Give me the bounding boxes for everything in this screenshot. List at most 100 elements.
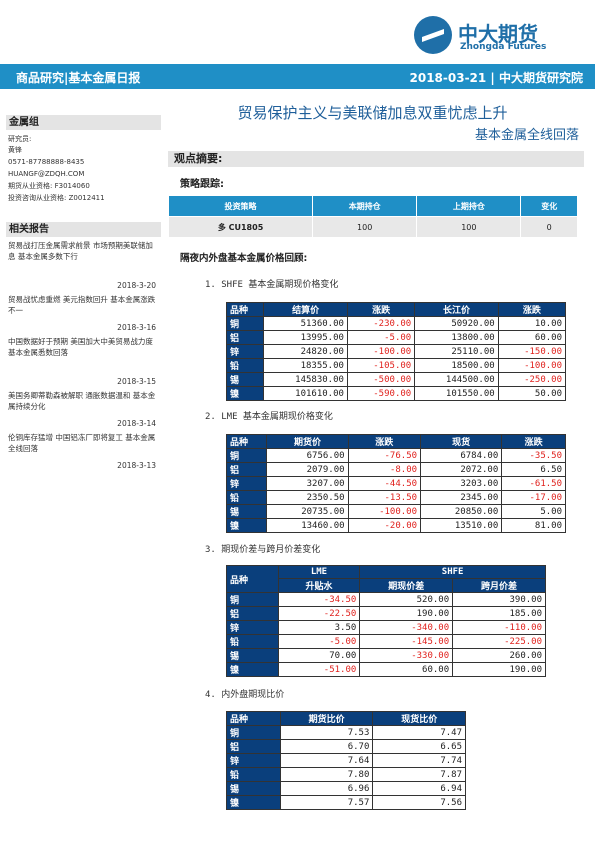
shfe-price-table: 品种 结算价 涨跌 长江价 涨跌铜 51360.00 -230.00 50920.00 10.0… — [225, 302, 567, 401]
researcher-label: 研究员: — [8, 135, 32, 143]
table-header-cell: 品种 — [225, 302, 265, 317]
table-cell: -17.00 — [501, 490, 566, 505]
table-cell: 520.00 — [359, 592, 454, 607]
table-row: 锌 3.50 -340.00 -110.00 — [226, 620, 546, 635]
metal-name-cell: 铜 — [225, 448, 268, 463]
related-report-link[interactable]: 伦铜库存猛增 中国铝冻厂即将复工 基本金属全线回落 — [8, 433, 156, 453]
metal-name-cell: 镍 — [226, 795, 281, 810]
header-bar: 商品研究|基本金属日报 2018-03-21 | 中大期货研究院 — [0, 64, 595, 89]
table-cell: -34.50 — [277, 592, 361, 607]
table-cell: 18500.00 — [414, 358, 499, 373]
table-cell: -105.00 — [346, 358, 416, 373]
table-cell: -150.00 — [497, 344, 567, 359]
researcher-phone: 0571-87788888-8435 — [8, 158, 85, 166]
license-futures: 期货从业资格: F3014060 — [8, 182, 90, 190]
table-cell: 6.96 — [279, 781, 374, 796]
table-cell: -110.00 — [452, 620, 546, 635]
table-cell: 190.00 — [452, 662, 546, 677]
table-cell: -20.00 — [347, 518, 422, 533]
table-cell: 6756.00 — [266, 448, 349, 463]
table-cell: -590.00 — [346, 386, 416, 401]
table-row: 铜 -34.50 520.00 390.00 — [226, 592, 546, 607]
table-cell: 13995.00 — [263, 330, 348, 345]
table-row: 锌 24820.00 -100.00 25110.00 -150.00 — [225, 344, 567, 359]
table-row: 镍 7.57 7.56 — [226, 795, 466, 810]
table-row: 铜 6756.00 -76.50 6784.00 -35.50 — [225, 448, 566, 463]
table-row: 镍 101610.00 -590.00 101550.00 50.00 — [225, 386, 567, 401]
metal-name-cell: 锡 — [225, 372, 265, 387]
related-report-link[interactable]: 美国务卿蒂勒森被解职 通胀数据温和 基本金属持续分化 — [8, 391, 156, 411]
table-cell: -22.50 — [277, 606, 361, 621]
table-group-header: SHFE — [359, 565, 546, 579]
metal-name-cell: 铜 — [226, 725, 281, 740]
table-header-cell: 变化 — [520, 195, 578, 217]
metal-name-cell: 锡 — [226, 781, 281, 796]
table-header-cell: 结算价 — [263, 302, 348, 317]
table-header-cell: 涨跌 — [501, 434, 566, 449]
table-cell: 7.47 — [372, 725, 466, 740]
table1-heading: 1. SHFE 基本金属期现价格变化 — [205, 280, 339, 290]
table-cell: -61.50 — [501, 476, 566, 491]
table-cell: -44.50 — [347, 476, 422, 491]
table-cell: -76.50 — [347, 448, 422, 463]
table3-heading: 3. 期现价差与跨月价差变化 — [205, 545, 321, 555]
table-header-cell: 期货价 — [266, 434, 349, 449]
related-report-link[interactable]: 贸易战忧虑重燃 美元指数回升 基本金属涨跌不一 — [8, 295, 156, 315]
table-row: 铜 7.53 7.47 — [226, 725, 466, 740]
table-header-cell: 品种 — [225, 434, 268, 449]
sidebar-group-title: 金属组 — [6, 115, 161, 130]
related-report-date: 2018-3-20 — [117, 281, 156, 290]
ratio-table: 品种 期货比价 现货比价铜 7.53 7.47 铝 6.70 6.65 锌 7.64 7.74 铅 7.… — [226, 711, 466, 810]
table-cell: 6.70 — [279, 739, 374, 754]
metal-name-cell: 铝 — [226, 606, 279, 621]
metal-name-cell: 锌 — [225, 476, 268, 491]
table-header-cell: 涨跌 — [347, 434, 422, 449]
table-cell: 0 — [520, 216, 578, 238]
table-row: 锌 7.64 7.74 — [226, 753, 466, 768]
table-row: 锡 6.96 6.94 — [226, 781, 466, 796]
table-cell: 13800.00 — [414, 330, 499, 345]
page-subtitle: 基本金属全线回落 — [474, 128, 579, 143]
related-report-date: 2018-3-16 — [117, 323, 156, 332]
table-row: 锌 3207.00 -44.50 3203.00 -61.50 — [225, 476, 566, 491]
metal-name-cell: 铅 — [226, 634, 279, 649]
table-cell: 7.64 — [279, 753, 374, 768]
table-cell: 190.00 — [359, 606, 454, 621]
table-cell: 390.00 — [452, 592, 546, 607]
table-cell: 多 CU1805 — [167, 216, 314, 238]
table-cell: -250.00 — [497, 372, 567, 387]
table-cell: 7.87 — [372, 767, 466, 782]
table-cell: 100 — [416, 216, 522, 238]
table-row: 铝 13995.00 -5.00 13800.00 60.00 — [225, 330, 567, 345]
table-cell: 6.65 — [372, 739, 466, 754]
report-category: 商品研究|基本金属日报 — [16, 71, 141, 85]
table-row: 镍 13460.00 -20.00 13510.00 81.00 — [225, 518, 566, 533]
researcher-email[interactable]: HUANGF@ZDQH.COM — [8, 170, 85, 178]
table-cell: -500.00 — [346, 372, 416, 387]
table-row: 多 CU1805 100 100 0 — [167, 216, 578, 238]
related-report-link[interactable]: 中国数据好于预期 美国加大中美贸易战力度 基本金属悉数回落 — [8, 337, 153, 357]
table-cell: -340.00 — [359, 620, 454, 635]
metal-name-cell: 铅 — [225, 358, 265, 373]
logo-mark-icon — [414, 16, 452, 54]
table-cell: 5.00 — [501, 504, 566, 519]
metal-name-cell: 锌 — [225, 344, 265, 359]
spread-table: 品种 LME SHFE 升贴水 期现价差 跨月价差 铜 -34.50 520.00 3… — [226, 565, 546, 677]
price-review-label: 隔夜内外盘基本金属价格回顾: — [180, 253, 308, 264]
table-header-row: 品种 结算价 涨跌 长江价 涨跌 — [225, 302, 567, 317]
table-cell: -5.00 — [277, 634, 361, 649]
table-cell: 144500.00 — [414, 372, 499, 387]
table-cell: -145.00 — [359, 634, 454, 649]
table-header-row: 升贴水 期现价差 跨月价差 — [227, 578, 546, 593]
table-header-cell: 跨月价差 — [452, 578, 546, 593]
strategy-label: 策略跟踪: — [180, 179, 224, 190]
table-row: 铝 2079.00 -8.00 2072.00 6.50 — [225, 462, 566, 477]
table-cell: 60.00 — [497, 330, 567, 345]
metal-name-cell: 锡 — [226, 648, 279, 663]
table-row: 锡 70.00 -330.00 260.00 — [226, 648, 546, 663]
metal-name-cell: 镍 — [226, 662, 279, 677]
related-report-link[interactable]: 贸易战打压金属需求前景 市场预期美联储加息 基本金属多数下行 — [8, 241, 153, 261]
brand-logo: 中大期货 Zhongda Futures — [414, 16, 584, 56]
table-header-cell: 品种 — [226, 565, 279, 593]
table-cell: -51.00 — [277, 662, 361, 677]
